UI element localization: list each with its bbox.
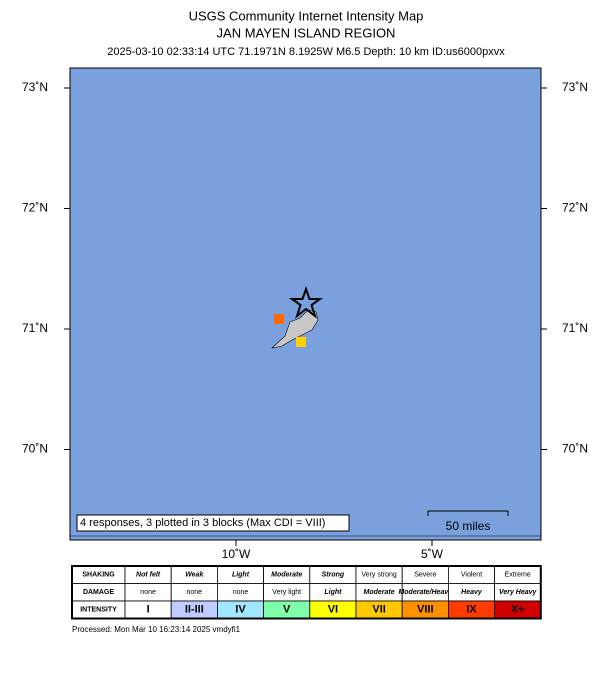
legend-text: VII xyxy=(372,604,385,616)
legend-text: IX xyxy=(466,604,477,616)
legend-text: none xyxy=(140,589,156,596)
legend-text: Strong xyxy=(322,572,345,579)
legend-text: VI xyxy=(328,604,338,616)
lat-label: 73˚N xyxy=(562,80,588,94)
region: JAN MAYEN ISLAND REGION xyxy=(217,25,396,40)
legend-text: IV xyxy=(235,604,246,616)
lat-label: 71˚N xyxy=(22,321,48,335)
legend-text: Very strong xyxy=(361,572,397,579)
lat-label: 71˚N xyxy=(562,321,588,335)
legend-text: I xyxy=(147,604,150,616)
legend-text: Very Heavy xyxy=(499,589,538,596)
lat-label: 73˚N xyxy=(22,80,48,94)
legend-row-label: DAMAGE xyxy=(83,589,114,596)
legend-text: Severe xyxy=(414,572,436,579)
note-box xyxy=(76,514,350,532)
lon-label: 5˚W xyxy=(421,547,444,561)
legend: SHAKING Not felt Weak Light Moderate Strong Ve… xyxy=(71,565,542,620)
lat-label: 70˚N xyxy=(562,442,588,456)
legend-text: Moderate xyxy=(271,572,302,579)
legend-border xyxy=(71,565,542,620)
legend-text: Weak xyxy=(185,572,204,579)
cdi-block xyxy=(296,337,306,347)
legend-text: none xyxy=(187,589,203,596)
legend-text: Moderate/Heavy xyxy=(398,589,453,596)
legend-text: Very light xyxy=(272,589,301,596)
title: USGS Community Internet Intensity Map xyxy=(189,8,424,23)
legend-text: Light xyxy=(232,572,250,579)
legend-text: Violent xyxy=(461,572,482,579)
legend-text: Light xyxy=(324,589,342,596)
footer: Processed: Mon Mar 10 16:23:14 2025 vmdy… xyxy=(72,625,241,634)
legend-text: none xyxy=(233,589,249,596)
frame-border xyxy=(69,535,542,541)
map-frame xyxy=(69,67,542,541)
legend-text: V xyxy=(283,604,291,616)
legend-row-label: SHAKING xyxy=(82,572,115,579)
legend-text: Moderate xyxy=(364,589,395,596)
legend-text: Not felt xyxy=(136,572,161,579)
epicenter xyxy=(288,285,324,319)
details: 2025-03-10 02:33:14 UTC 71.1971N 8.1925W… xyxy=(107,46,505,58)
lat-label: 72˚N xyxy=(22,201,48,215)
lat-label: 70˚N xyxy=(22,442,48,456)
legend-text: Heavy xyxy=(461,589,483,596)
legend-text: X+ xyxy=(511,604,525,616)
lat-label: 72˚N xyxy=(562,201,588,215)
scale-label: 50 miles xyxy=(446,519,491,533)
cdi-block xyxy=(274,314,284,324)
legend-text: VIII xyxy=(417,604,434,616)
scale-bar xyxy=(427,510,509,516)
lon-label: 10˚W xyxy=(222,547,251,561)
legend-text: Extreme xyxy=(505,572,531,579)
note: 4 responses, 3 plotted in 3 blocks (Max … xyxy=(80,517,325,529)
legend-row-label: INTENSITY xyxy=(80,607,117,614)
legend-text: II-III xyxy=(185,604,204,616)
island xyxy=(271,309,319,349)
